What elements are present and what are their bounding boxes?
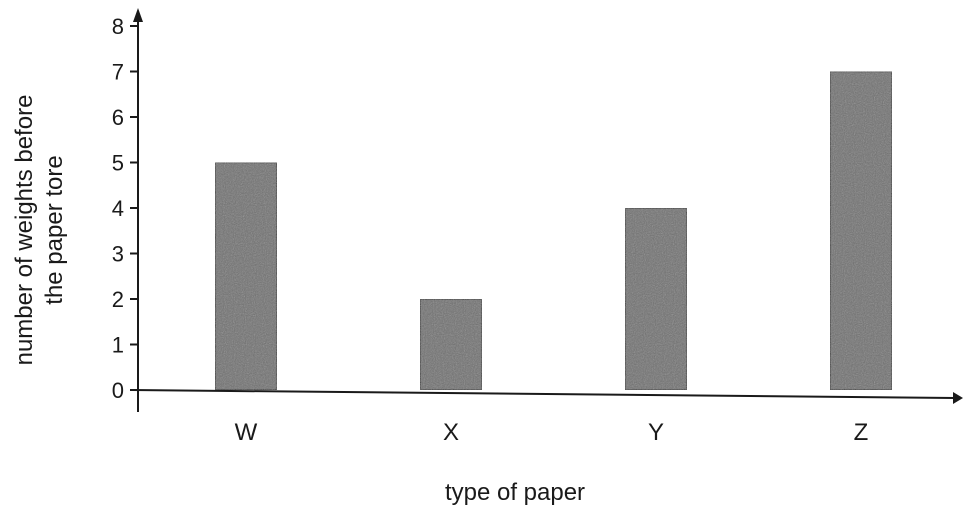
y-tick-label: 3 [112, 242, 124, 267]
y-tick-label: 0 [112, 378, 124, 403]
y-axis-title-line-1: number of weights before [11, 95, 38, 366]
x-axis-line [131, 389, 956, 399]
bar-w [214, 161, 278, 391]
x-category-label: Y [648, 419, 664, 446]
x-category-labels-group: W X Y Z [235, 419, 869, 446]
y-tick-label: 6 [112, 105, 124, 130]
y-tick-label: 2 [112, 287, 124, 312]
y-tick-label: 8 [112, 14, 124, 39]
x-category-label: W [235, 419, 258, 446]
x-category-label: X [443, 419, 459, 446]
y-axis-title-line-2: the paper tore [41, 155, 68, 304]
bar-y [624, 207, 688, 391]
y-ticks-group: 0 1 2 3 4 5 6 7 8 [112, 14, 138, 403]
y-axis-arrowhead-icon [133, 8, 143, 22]
bar-z [829, 70, 893, 391]
y-axis-title: number of weights before the paper tore [11, 95, 68, 366]
bars-group [214, 70, 893, 391]
axes-group [131, 8, 963, 412]
y-tick-label: 5 [112, 151, 124, 176]
x-category-label: Z [854, 419, 869, 446]
y-tick-label: 1 [112, 333, 124, 358]
y-tick-label: 7 [112, 60, 124, 85]
x-axis-arrowhead-icon [953, 392, 963, 404]
x-axis-title: type of paper [445, 479, 585, 506]
bar-x [419, 298, 483, 391]
y-tick-label: 4 [112, 196, 124, 221]
